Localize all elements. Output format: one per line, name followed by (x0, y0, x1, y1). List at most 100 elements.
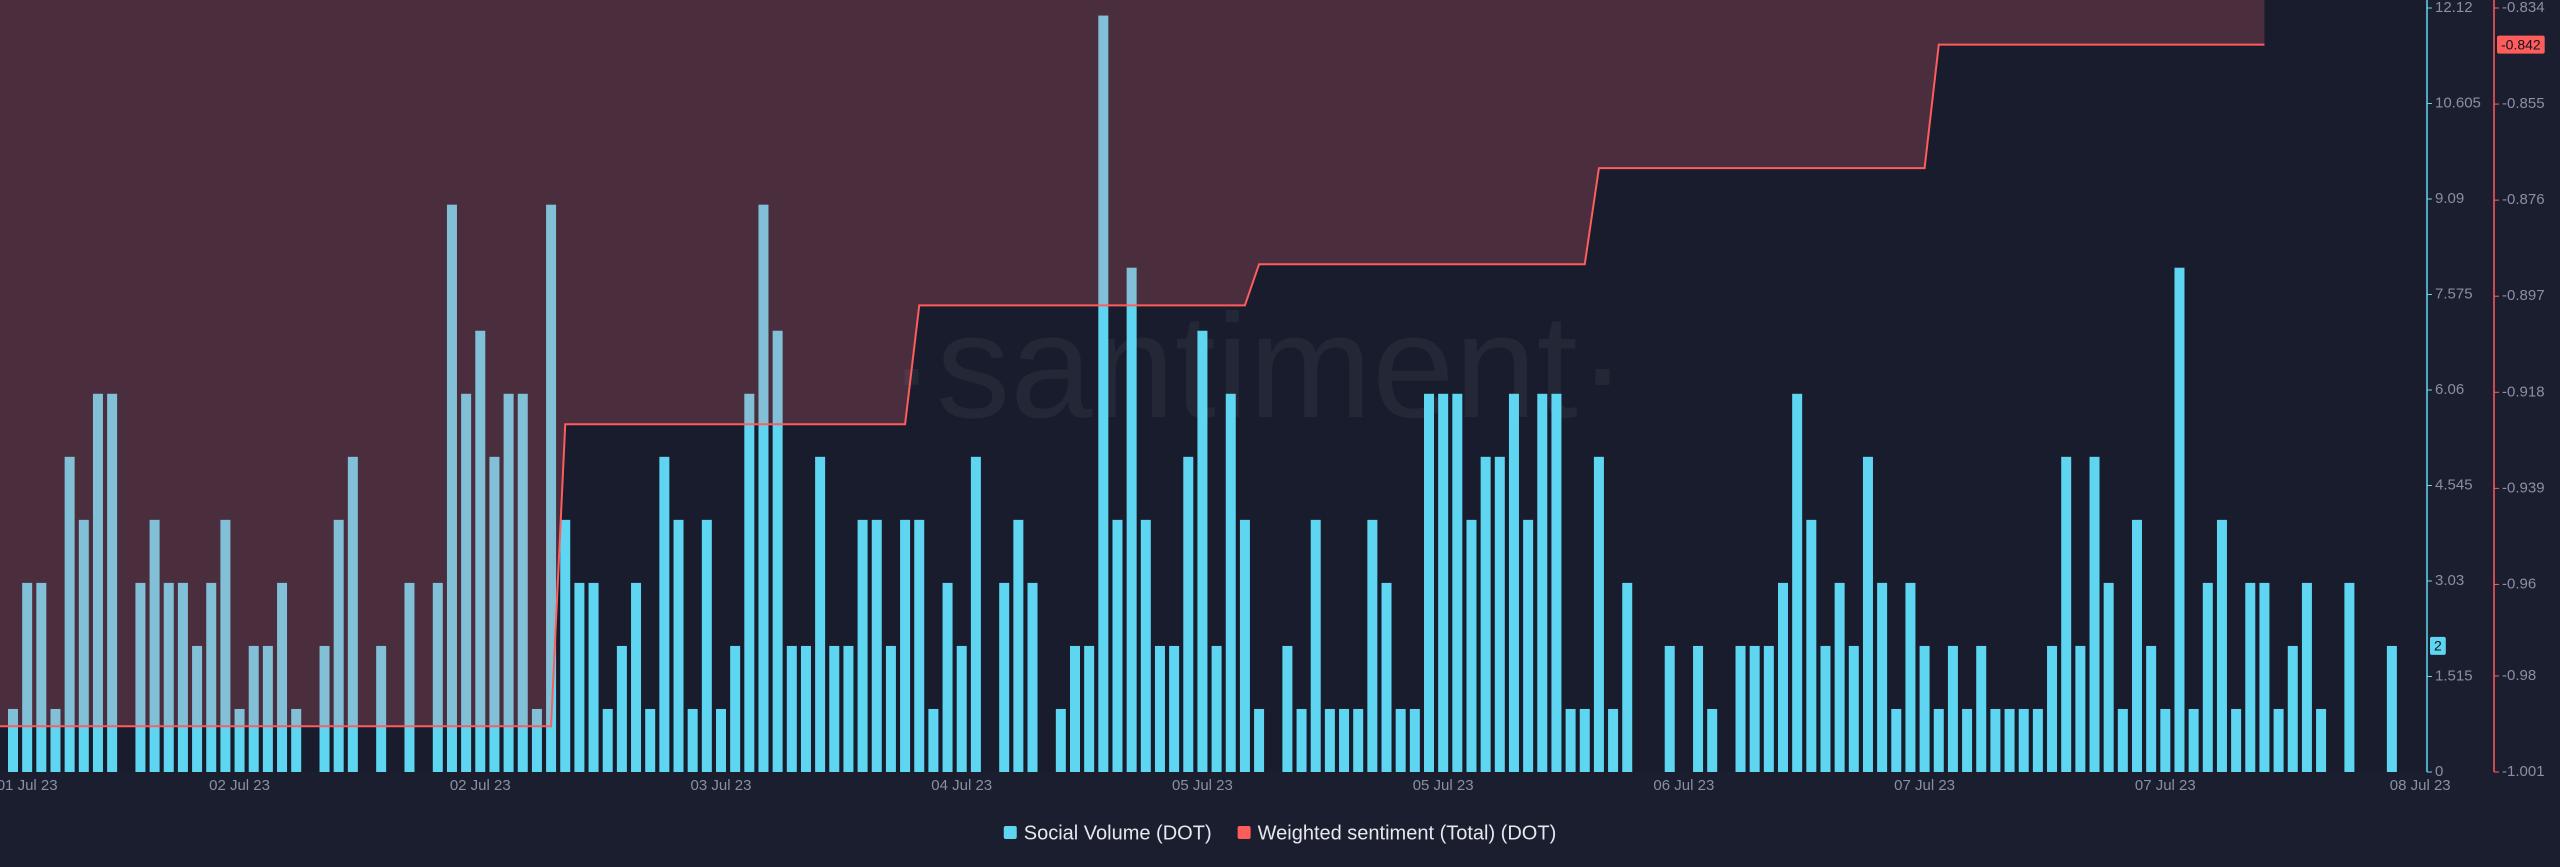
bar (92, 393, 103, 772)
bar (2386, 645, 2397, 772)
x-tick-label: 05 Jul 23 (1413, 777, 1474, 794)
bar (1239, 519, 1250, 772)
bar (36, 582, 47, 772)
bar (1707, 708, 1718, 772)
bar (248, 645, 259, 772)
bar (687, 708, 698, 772)
bar (347, 456, 358, 772)
bar (2061, 456, 2072, 772)
x-tick-label: 07 Jul 23 (2135, 777, 2196, 794)
bar (78, 519, 89, 772)
bar (1438, 393, 1449, 772)
legend-item[interactable]: Social Volume (DOT) (1003, 822, 1212, 844)
y-tick-label: 9.09 (2435, 190, 2464, 207)
y2-tick-label: -0.98 (2502, 667, 2536, 684)
bar (234, 708, 245, 772)
bar (645, 708, 656, 772)
sentiment-badge-box (2497, 35, 2545, 54)
sentiment-area (0, 0, 2265, 727)
bar (2032, 708, 2043, 772)
y2-tick-label: -0.834 (2502, 0, 2545, 16)
y2-tick-label: -0.897 (2502, 287, 2545, 304)
bar (1126, 267, 1137, 772)
y2-tick-label: -0.96 (2502, 575, 2536, 592)
legend-swatch (1237, 826, 1251, 839)
volume-badge: 2 (2430, 636, 2446, 655)
bar (956, 645, 967, 772)
legend-label: Social Volume (DOT) (1024, 822, 1212, 844)
bar (1947, 645, 1958, 772)
legend-label: Weighted sentiment (Total) (DOT) (1258, 822, 1557, 844)
x-tick-label: 05 Jul 23 (1172, 777, 1233, 794)
x-tick-label: 01 Jul 23 (0, 777, 58, 794)
legend: Social Volume (DOT) Weighted sentiment (T… (1003, 822, 1557, 844)
bar (1339, 708, 1350, 772)
bar (1877, 582, 1888, 772)
bar (1622, 582, 1633, 772)
y2-tick-label: -0.855 (2502, 95, 2545, 112)
bar (1664, 645, 1675, 772)
bar (1183, 456, 1194, 772)
bar (1466, 519, 1477, 772)
legend-item[interactable]: Weighted sentiment (Total) (DOT) (1237, 822, 1557, 844)
bar (815, 456, 826, 772)
bar (1523, 519, 1534, 772)
bar (1084, 645, 1095, 772)
x-tick-label: 08 Jul 23 (2390, 777, 2451, 794)
bar (659, 456, 670, 772)
bar (2146, 645, 2157, 772)
bar (1848, 645, 1859, 772)
bar (2160, 708, 2171, 772)
x-tick-label: 06 Jul 23 (1653, 777, 1714, 794)
sentiment-badge: -0.842 (2497, 35, 2545, 54)
bar (1763, 645, 1774, 772)
bar (871, 519, 882, 772)
bar (546, 204, 557, 772)
watermark: ·santiment· (887, 284, 1627, 449)
bar (1834, 582, 1845, 772)
bar (673, 519, 684, 772)
bar (999, 582, 1010, 772)
bar (1154, 645, 1165, 772)
bar (1976, 645, 1987, 772)
bar (701, 519, 712, 772)
bar (602, 708, 613, 772)
bar (2174, 267, 2185, 772)
bar (1282, 645, 1293, 772)
volume-badge-text: 2 (2434, 638, 2442, 654)
bar (1098, 15, 1109, 773)
bar (942, 582, 953, 772)
bar (1862, 456, 1873, 772)
bar (2004, 708, 2015, 772)
bar (1749, 645, 1760, 772)
bar (800, 645, 811, 772)
bar (376, 645, 387, 772)
x-tick-label: 02 Jul 23 (450, 777, 511, 794)
bar (2301, 582, 2312, 772)
bar (50, 708, 61, 772)
bar (1551, 393, 1562, 772)
bar (970, 456, 981, 772)
sentiment-line (13, 43, 2265, 728)
bar (2018, 708, 2029, 772)
x-tick-label: 04 Jul 23 (931, 777, 992, 794)
bar (1381, 582, 1392, 772)
y2-tick-label: -0.918 (2502, 383, 2545, 400)
bar (1211, 645, 1222, 772)
x-tick-label: 02 Jul 23 (209, 777, 270, 794)
bar (2231, 708, 2242, 772)
bar (1367, 519, 1378, 772)
bar (1990, 708, 2001, 772)
y-tick-label: 1.515 (2435, 667, 2473, 684)
bar (262, 645, 273, 772)
bar (135, 582, 146, 772)
y-tick-label: 4.545 (2435, 476, 2473, 493)
bar (2047, 645, 2058, 772)
sentiment-badge-text: -0.842 (2501, 36, 2541, 52)
bar (928, 708, 939, 772)
bar (631, 582, 642, 772)
x-tick-label: 07 Jul 23 (1894, 777, 1955, 794)
bar (404, 582, 415, 772)
